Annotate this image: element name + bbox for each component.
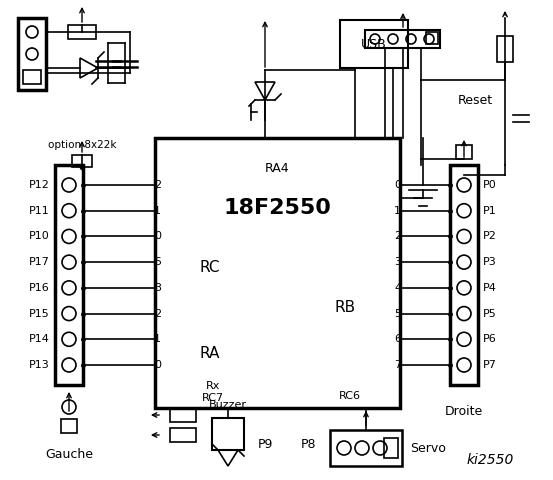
Bar [61,419,77,433]
Text: 5: 5 [154,257,161,267]
Text: RA: RA [200,346,220,360]
Text: 4: 4 [394,283,401,293]
Text: Buzzer: Buzzer [209,400,247,410]
Text: Gauche: Gauche [45,448,93,461]
Bar [456,145,472,159]
Bar [18,18,46,90]
Text: P14: P14 [29,334,50,344]
Text: USB: USB [361,37,387,50]
Text: 1: 1 [154,334,161,344]
Bar [170,408,196,422]
Text: RA4: RA4 [265,161,290,175]
Text: P3: P3 [483,257,497,267]
Text: P4: P4 [483,283,497,293]
Text: P17: P17 [29,257,50,267]
Bar [23,70,41,84]
Text: Rx: Rx [206,381,220,391]
Text: P15: P15 [29,309,50,319]
Text: P1: P1 [483,206,497,216]
Text: P2: P2 [483,231,497,241]
Text: P10: P10 [29,231,50,241]
Text: 0: 0 [394,180,401,190]
Text: P12: P12 [29,180,50,190]
Bar [170,428,196,442]
Text: 3: 3 [154,283,161,293]
Text: 2: 2 [154,180,161,190]
Text: 18F2550: 18F2550 [223,198,331,218]
Text: 1: 1 [394,206,401,216]
Bar [68,25,96,39]
Bar [212,418,244,450]
Text: P11: P11 [29,206,50,216]
Text: ki2550: ki2550 [466,453,514,467]
Text: RC7: RC7 [202,393,224,403]
Text: 7: 7 [394,360,401,370]
Text: RC6: RC6 [339,391,361,401]
Bar [426,32,438,44]
Text: Servo: Servo [410,442,446,455]
Text: 2: 2 [154,309,161,319]
Bar [365,30,440,48]
Bar [450,165,478,385]
Text: P9: P9 [257,439,273,452]
Text: option 8x22k: option 8x22k [48,140,116,150]
Text: Reset: Reset [457,94,493,107]
Text: RB: RB [335,300,356,315]
Bar [497,36,513,62]
Text: P6: P6 [483,334,497,344]
Text: 0: 0 [154,360,161,370]
Bar [330,430,402,466]
Text: 1: 1 [154,206,161,216]
Text: P13: P13 [29,360,50,370]
Text: Droite: Droite [445,405,483,418]
Text: 6: 6 [394,334,401,344]
Text: P7: P7 [483,360,497,370]
Text: 5: 5 [394,309,401,319]
Text: P16: P16 [29,283,50,293]
Text: P8: P8 [300,439,316,452]
Text: 2: 2 [394,231,401,241]
Text: RC: RC [200,261,220,276]
Bar [384,438,398,458]
Text: 3: 3 [394,257,401,267]
Bar [72,155,92,167]
Text: 0: 0 [154,231,161,241]
Text: P0: P0 [483,180,497,190]
Bar [55,165,83,385]
Bar [340,20,408,68]
Bar [155,138,400,408]
Text: P5: P5 [483,309,497,319]
